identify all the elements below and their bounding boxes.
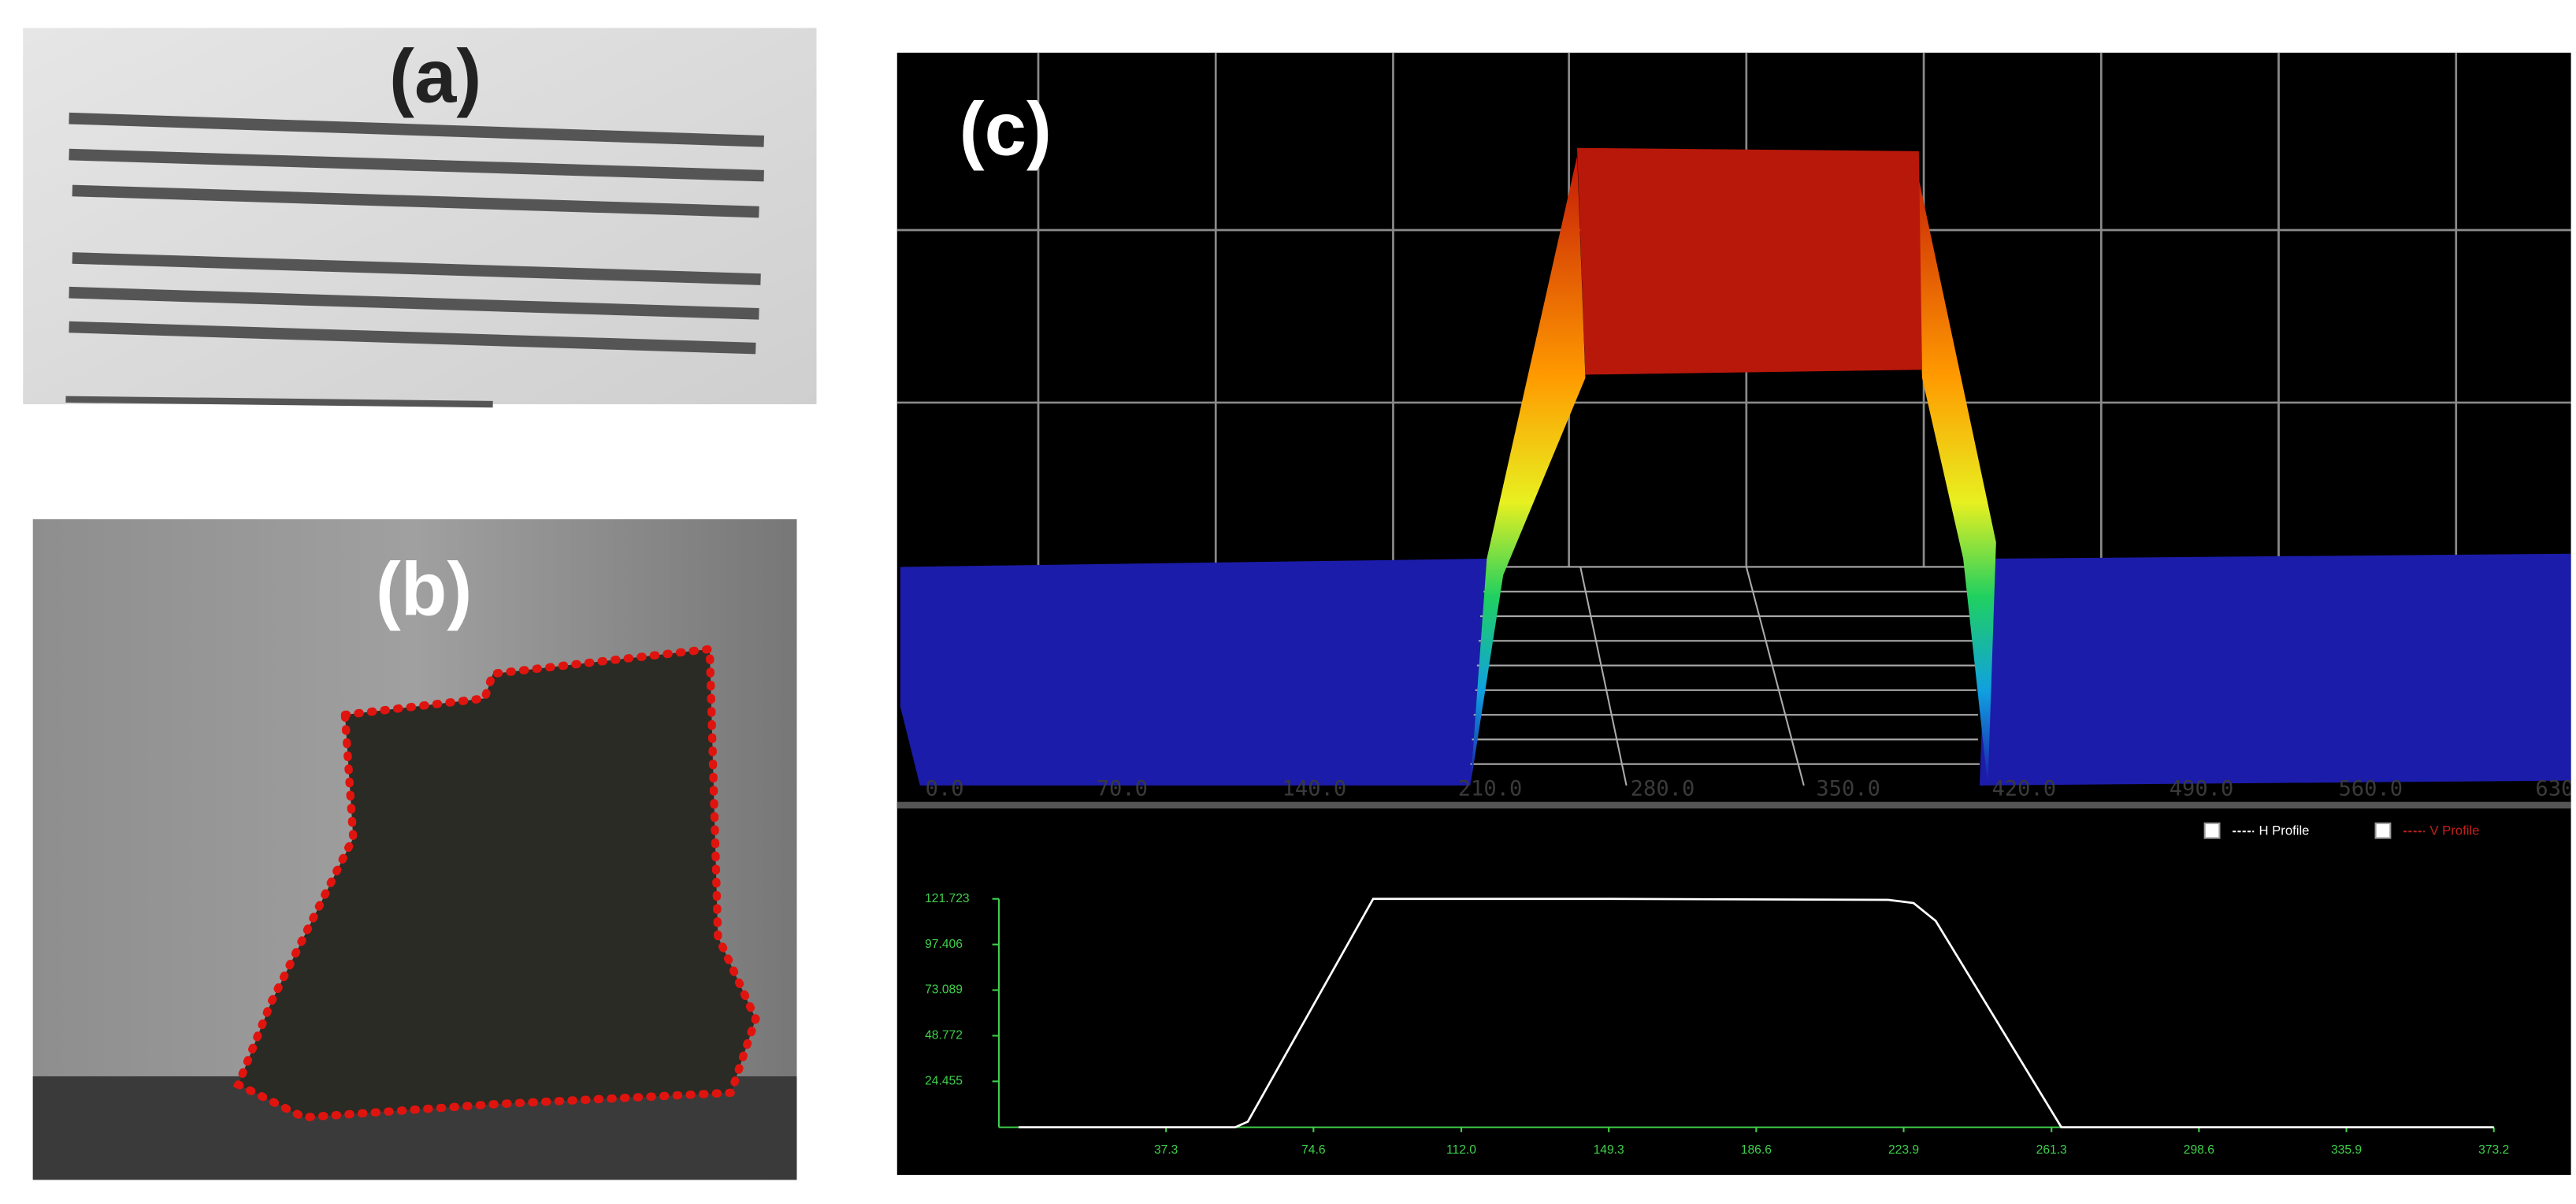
y-tick-label: 24.455: [925, 1074, 963, 1087]
legend-checkbox: [2203, 822, 2221, 839]
legend-label: V Profile: [2429, 823, 2479, 838]
x-tick-label: 74.6: [1301, 1143, 1325, 1157]
block-left-wall: [1470, 156, 1586, 786]
x-tick-label: 261.3: [2036, 1143, 2067, 1157]
axis-label: 280.0: [1631, 776, 1695, 801]
block-top: [1577, 147, 1922, 375]
axis-labels: 0.0 70.0 140.0 210.0 280.0 350.0 420.0 490.0 560…: [926, 776, 2574, 801]
floor-grid: [1470, 566, 1980, 786]
profile-line: [1018, 897, 2494, 1128]
x-tick-label: 112.0: [1446, 1143, 1476, 1157]
x-tick-label: 335.9: [2331, 1143, 2362, 1157]
panel-label: (c): [960, 87, 1052, 171]
separator: [896, 801, 2571, 809]
axis-label: 630: [2535, 776, 2574, 801]
y-tick-label: 73.089: [925, 983, 963, 997]
x-tick-label: 373.2: [2478, 1143, 2509, 1157]
axis-label: 350.0: [1816, 776, 1880, 801]
profile-plot: H Profile V Profile 24.455 48.772 73.089 97.4…: [925, 822, 2509, 1157]
y-tick-label: 48.772: [925, 1029, 963, 1042]
x-tick-label: 149.3: [1594, 1143, 1624, 1157]
x-tick-label: 223.9: [1888, 1143, 1919, 1157]
y-tick-label: 97.406: [925, 938, 963, 951]
x-tick-label: 298.6: [2184, 1143, 2214, 1157]
panel-a: (a): [23, 28, 817, 408]
sample-outline: [232, 644, 760, 1122]
axis-label: 0.0: [926, 776, 964, 801]
x-tick-label: 37.3: [1154, 1143, 1178, 1157]
y-tick-label: 121.723: [925, 892, 969, 905]
axis-label: 140.0: [1282, 776, 1347, 801]
surface-left: [900, 559, 1487, 786]
surface-right: [1979, 553, 2571, 786]
panel-label: (b): [376, 547, 472, 631]
axis-label: 560.0: [2338, 776, 2403, 801]
panel-label: (a): [389, 35, 481, 119]
x-tick-label: 186.6: [1741, 1143, 1772, 1157]
panel-b: (b): [32, 518, 797, 1180]
printed-lines: [65, 112, 764, 408]
axis-label: 490.0: [2170, 776, 2234, 801]
axis-label: 70.0: [1097, 776, 1148, 801]
block-right-wall: [1913, 156, 1996, 786]
axis-label: 210.0: [1458, 776, 1523, 801]
legend-checkbox: [2374, 822, 2392, 839]
axis-label: 420.0: [1991, 776, 2056, 801]
panel-c: (c) 0.0 70.0 140.0 210.0 280.0 350.0 420.0 490.…: [896, 52, 2574, 1176]
legend-label: H Profile: [2259, 823, 2309, 838]
